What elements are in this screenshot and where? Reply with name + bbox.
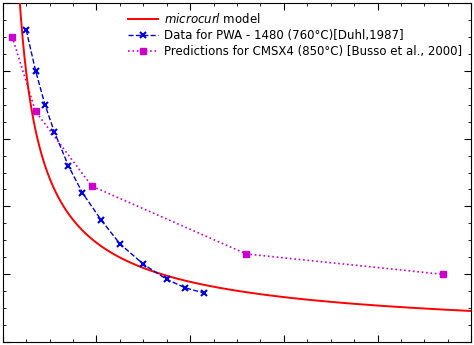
Legend: $\it{microcurl}$ model, Data for PWA - 1480 (760°C)[Duhl,1987], Predictions for : $\it{microcurl}$ model, Data for PWA - 1… [125, 9, 465, 62]
